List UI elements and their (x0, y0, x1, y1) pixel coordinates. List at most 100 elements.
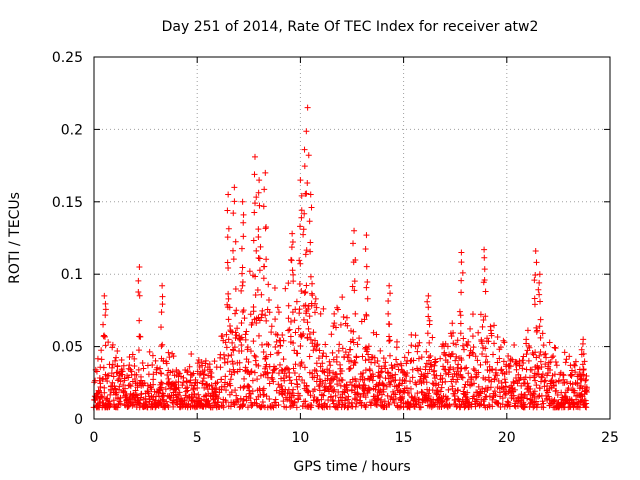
data-point (231, 344, 238, 351)
data-point (386, 337, 393, 344)
data-point (347, 346, 354, 353)
data-point (117, 378, 124, 385)
data-point (142, 395, 149, 402)
data-point (387, 290, 394, 297)
data-point (395, 382, 402, 389)
data-point (339, 294, 346, 301)
data-point (238, 342, 245, 349)
data-point (407, 358, 414, 365)
data-point (394, 361, 401, 368)
data-point (277, 342, 284, 349)
data-point (366, 366, 373, 373)
data-point (312, 295, 319, 302)
data-point (225, 191, 232, 198)
data-point (491, 376, 498, 383)
data-point (536, 291, 543, 298)
data-point (224, 359, 231, 366)
data-point (296, 373, 303, 380)
y-tick-label: 0.1 (61, 267, 83, 283)
data-point (333, 324, 340, 331)
y-tick-label: 0.05 (52, 340, 83, 356)
data-point (345, 351, 352, 358)
data-point (501, 376, 508, 383)
data-point (454, 368, 461, 375)
data-point (293, 404, 300, 411)
data-point (336, 341, 343, 348)
data-point (305, 152, 312, 159)
data-point (98, 356, 105, 363)
data-point (451, 392, 458, 399)
data-point (532, 349, 539, 356)
data-point (95, 387, 102, 394)
data-point (240, 211, 247, 218)
data-point (442, 370, 449, 377)
data-point (464, 342, 471, 349)
data-point (351, 382, 358, 389)
data-point (222, 387, 229, 394)
data-point (360, 381, 367, 388)
data-point (227, 328, 234, 335)
data-point (180, 374, 187, 381)
data-point (401, 354, 408, 361)
data-point (455, 361, 462, 368)
data-point (298, 207, 305, 214)
data-point (482, 345, 489, 352)
data-point (571, 387, 578, 394)
data-point (255, 332, 262, 339)
data-point (444, 359, 451, 366)
data-point (363, 263, 370, 270)
data-point (525, 357, 532, 364)
data-point (407, 378, 414, 385)
data-point (535, 286, 542, 293)
data-point (332, 392, 339, 399)
data-point (162, 386, 169, 393)
data-point (275, 381, 282, 388)
data-point (472, 403, 479, 410)
data-point (468, 401, 475, 408)
data-point (354, 390, 361, 397)
data-point (206, 361, 213, 368)
x-tick-label: 20 (498, 430, 516, 446)
data-point (226, 304, 233, 311)
data-point (471, 393, 478, 400)
data-point (287, 318, 294, 325)
data-point (577, 382, 584, 389)
data-point (239, 270, 246, 277)
data-point (513, 366, 520, 373)
data-point (305, 325, 312, 332)
data-point (265, 281, 272, 288)
data-point (392, 395, 399, 402)
data-point (378, 368, 385, 375)
data-point (176, 370, 183, 377)
data-point (308, 204, 315, 211)
data-point (477, 311, 484, 318)
data-point (368, 399, 375, 406)
data-point (122, 385, 129, 392)
data-point (500, 358, 507, 365)
data-point (339, 345, 346, 352)
data-point (297, 260, 304, 267)
data-point (357, 399, 364, 406)
data-point (550, 383, 557, 390)
data-point (248, 402, 255, 409)
data-point (145, 390, 152, 397)
data-point (101, 384, 108, 391)
data-points (90, 104, 590, 411)
data-point (294, 350, 301, 357)
data-point (386, 321, 393, 328)
data-point (278, 366, 285, 373)
data-point (317, 310, 324, 317)
data-point (323, 403, 330, 410)
data-point (302, 310, 309, 317)
data-point (301, 146, 308, 153)
data-point (176, 389, 183, 396)
data-point (422, 374, 429, 381)
data-point (232, 238, 239, 245)
data-point (360, 370, 367, 377)
data-point (286, 377, 293, 384)
data-point (205, 372, 212, 379)
data-point (251, 352, 258, 359)
data-point (489, 403, 496, 410)
data-point (507, 363, 514, 370)
data-point (275, 349, 282, 356)
